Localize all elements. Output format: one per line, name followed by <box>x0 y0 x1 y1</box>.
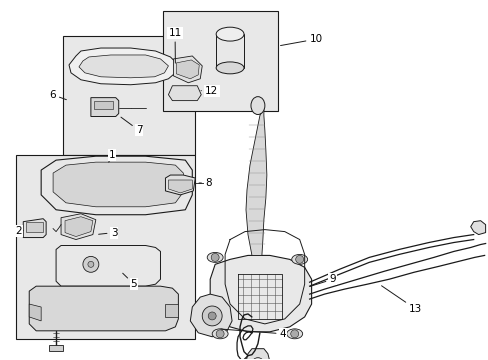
Bar <box>163 11 277 111</box>
Text: 9: 9 <box>310 274 335 286</box>
Ellipse shape <box>250 96 264 114</box>
Ellipse shape <box>216 62 244 74</box>
Polygon shape <box>79 55 168 78</box>
Bar <box>16 155 195 339</box>
Text: 2: 2 <box>15 226 23 235</box>
Text: 14: 14 <box>0 359 1 360</box>
Text: 12: 12 <box>201 86 218 96</box>
Polygon shape <box>245 349 269 360</box>
Polygon shape <box>61 214 96 239</box>
Polygon shape <box>190 294 232 337</box>
Ellipse shape <box>207 252 223 262</box>
Polygon shape <box>53 162 183 207</box>
Circle shape <box>208 312 216 320</box>
Ellipse shape <box>291 255 307 264</box>
Text: 8: 8 <box>199 178 211 188</box>
Polygon shape <box>173 56 202 83</box>
Polygon shape <box>165 175 195 195</box>
Polygon shape <box>176 60 199 79</box>
Ellipse shape <box>212 329 227 339</box>
Polygon shape <box>69 48 178 85</box>
Polygon shape <box>183 61 190 68</box>
Text: 4: 4 <box>221 329 286 339</box>
Polygon shape <box>29 286 178 331</box>
Text: 7: 7 <box>121 117 142 135</box>
Circle shape <box>83 256 99 272</box>
Circle shape <box>216 330 224 338</box>
Polygon shape <box>165 304 178 317</box>
Text: 3: 3 <box>99 228 117 238</box>
Circle shape <box>211 253 219 261</box>
Ellipse shape <box>286 329 302 339</box>
Polygon shape <box>56 246 160 286</box>
Bar <box>63 36 195 155</box>
Polygon shape <box>210 255 311 332</box>
Polygon shape <box>91 98 119 117</box>
Polygon shape <box>65 217 93 237</box>
Circle shape <box>290 330 298 338</box>
Circle shape <box>295 255 303 264</box>
Ellipse shape <box>216 27 244 41</box>
Polygon shape <box>41 156 192 215</box>
Polygon shape <box>168 86 201 100</box>
Polygon shape <box>168 180 192 193</box>
Polygon shape <box>245 109 266 255</box>
Polygon shape <box>29 304 41 321</box>
Circle shape <box>202 306 222 326</box>
Text: 1: 1 <box>108 150 115 162</box>
Circle shape <box>88 261 94 267</box>
Text: 6: 6 <box>49 90 66 100</box>
Polygon shape <box>49 345 63 351</box>
Polygon shape <box>94 100 113 109</box>
Polygon shape <box>216 34 244 68</box>
Polygon shape <box>26 222 43 231</box>
Text: 5: 5 <box>122 273 137 289</box>
Text: 13: 13 <box>381 286 422 314</box>
Polygon shape <box>23 219 46 238</box>
Polygon shape <box>470 221 485 235</box>
Circle shape <box>251 357 264 360</box>
Text: 10: 10 <box>280 34 322 46</box>
Text: 11: 11 <box>168 28 182 63</box>
